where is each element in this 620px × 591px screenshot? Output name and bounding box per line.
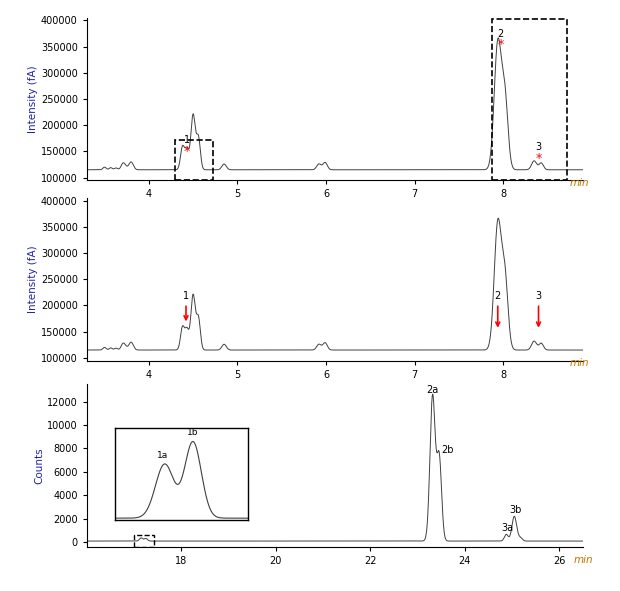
Y-axis label: Counts: Counts: [34, 447, 44, 483]
Text: min: min: [570, 358, 589, 368]
Text: 2a: 2a: [427, 385, 439, 395]
Text: 2: 2: [495, 291, 501, 326]
Text: *: *: [536, 152, 542, 165]
Text: 3b: 3b: [509, 505, 521, 515]
Bar: [134, 535, 154, 547]
Text: min: min: [570, 178, 589, 188]
Text: *: *: [497, 38, 503, 51]
Text: *: *: [184, 145, 190, 158]
Text: min: min: [574, 555, 593, 565]
Y-axis label: Intensity (fA): Intensity (fA): [28, 245, 38, 313]
Text: 1b: 1b: [187, 428, 199, 437]
Bar: [492, 19, 567, 180]
Text: 1: 1: [183, 291, 189, 320]
Text: 3: 3: [536, 291, 542, 326]
Y-axis label: Intensity (fA): Intensity (fA): [28, 65, 38, 133]
Text: 1a: 1a: [157, 452, 169, 460]
Text: 2b: 2b: [441, 446, 454, 456]
Text: 2: 2: [497, 29, 503, 38]
Text: 3: 3: [536, 142, 542, 152]
Bar: [175, 140, 213, 180]
Text: 1: 1: [184, 135, 190, 145]
Text: 3a: 3a: [501, 523, 513, 533]
